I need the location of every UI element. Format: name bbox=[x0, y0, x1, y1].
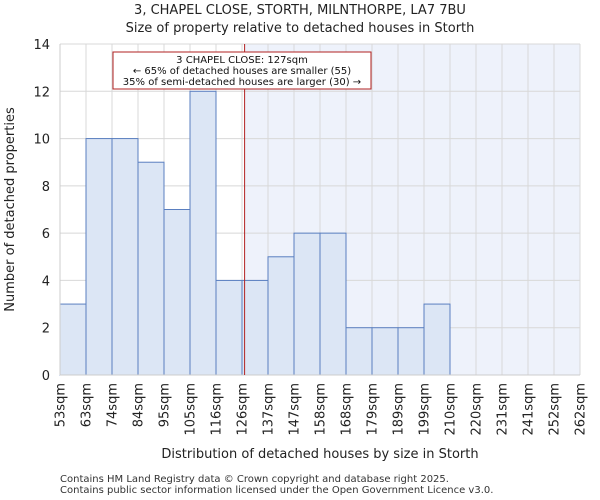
x-tick-label: 74sqm bbox=[106, 383, 121, 427]
x-tick-label: 137sqm bbox=[262, 383, 277, 436]
x-tick-label: 189sqm bbox=[392, 383, 407, 436]
annotation-larger-label: 35% of semi-detached houses are larger (… bbox=[123, 77, 361, 88]
histogram-bar bbox=[111, 138, 139, 376]
y-axis-title: Number of detached properties bbox=[3, 107, 18, 312]
histogram-bar bbox=[371, 327, 399, 376]
x-tick-label: 116sqm bbox=[210, 383, 225, 436]
x-tick-label: 53sqm bbox=[54, 383, 69, 427]
histogram-bar bbox=[163, 209, 191, 376]
y-tick-label: 4 bbox=[42, 274, 50, 289]
chart-title: 3, CHAPEL CLOSE, STORTH, MILNTHORPE, LA7… bbox=[134, 3, 466, 18]
x-tick-label: 126sqm bbox=[236, 383, 251, 436]
annotation-property-label: 3 CHAPEL CLOSE: 127sqm bbox=[176, 55, 308, 66]
histogram-bar bbox=[189, 90, 217, 376]
x-tick-label: 95sqm bbox=[158, 383, 173, 427]
y-tick-label: 0 bbox=[42, 369, 50, 384]
x-tick-label: 262sqm bbox=[574, 383, 589, 436]
annotation-smaller-label: ← 65% of detached houses are smaller (55… bbox=[133, 66, 351, 77]
histogram-bar bbox=[293, 232, 321, 376]
y-tick-label: 14 bbox=[33, 38, 50, 53]
x-axis-title: Distribution of detached houses by size … bbox=[161, 447, 478, 462]
histogram-bar bbox=[397, 327, 425, 376]
histogram-bar bbox=[345, 327, 373, 376]
x-tick-label: 179sqm bbox=[366, 383, 381, 436]
y-tick-label: 10 bbox=[33, 133, 50, 148]
histogram-bar bbox=[59, 303, 87, 376]
histogram-bar bbox=[267, 256, 295, 376]
x-tick-label: 231sqm bbox=[496, 383, 511, 436]
x-tick-label: 63sqm bbox=[80, 383, 95, 427]
x-tick-label: 168sqm bbox=[340, 383, 355, 436]
x-tick-label: 147sqm bbox=[288, 383, 303, 436]
histogram-bar bbox=[137, 161, 165, 376]
x-tick-label: 241sqm bbox=[522, 383, 537, 436]
histogram-bar bbox=[241, 279, 269, 376]
footer-licence: Contains public sector information licen… bbox=[60, 485, 494, 496]
annotation-box bbox=[112, 51, 372, 90]
histogram-bar bbox=[423, 303, 451, 376]
x-tick-label: 105sqm bbox=[184, 383, 199, 436]
y-tick-label: 6 bbox=[42, 227, 50, 242]
x-tick-label: 158sqm bbox=[314, 383, 329, 436]
x-tick-label: 252sqm bbox=[548, 383, 563, 436]
chart-subtitle: Size of property relative to detached ho… bbox=[125, 21, 475, 36]
x-tick-label: 84sqm bbox=[132, 383, 147, 427]
histogram-bar bbox=[319, 232, 347, 376]
footer-copyright: Contains HM Land Registry data © Crown c… bbox=[60, 474, 449, 485]
x-tick-label: 210sqm bbox=[444, 383, 459, 436]
y-tick-label: 2 bbox=[42, 322, 50, 337]
histogram-bar bbox=[85, 138, 113, 376]
histogram-bar bbox=[215, 279, 243, 376]
x-tick-label: 220sqm bbox=[470, 383, 485, 436]
y-tick-label: 12 bbox=[33, 85, 50, 100]
y-tick-label: 8 bbox=[42, 180, 50, 195]
x-tick-label: 199sqm bbox=[418, 383, 433, 436]
